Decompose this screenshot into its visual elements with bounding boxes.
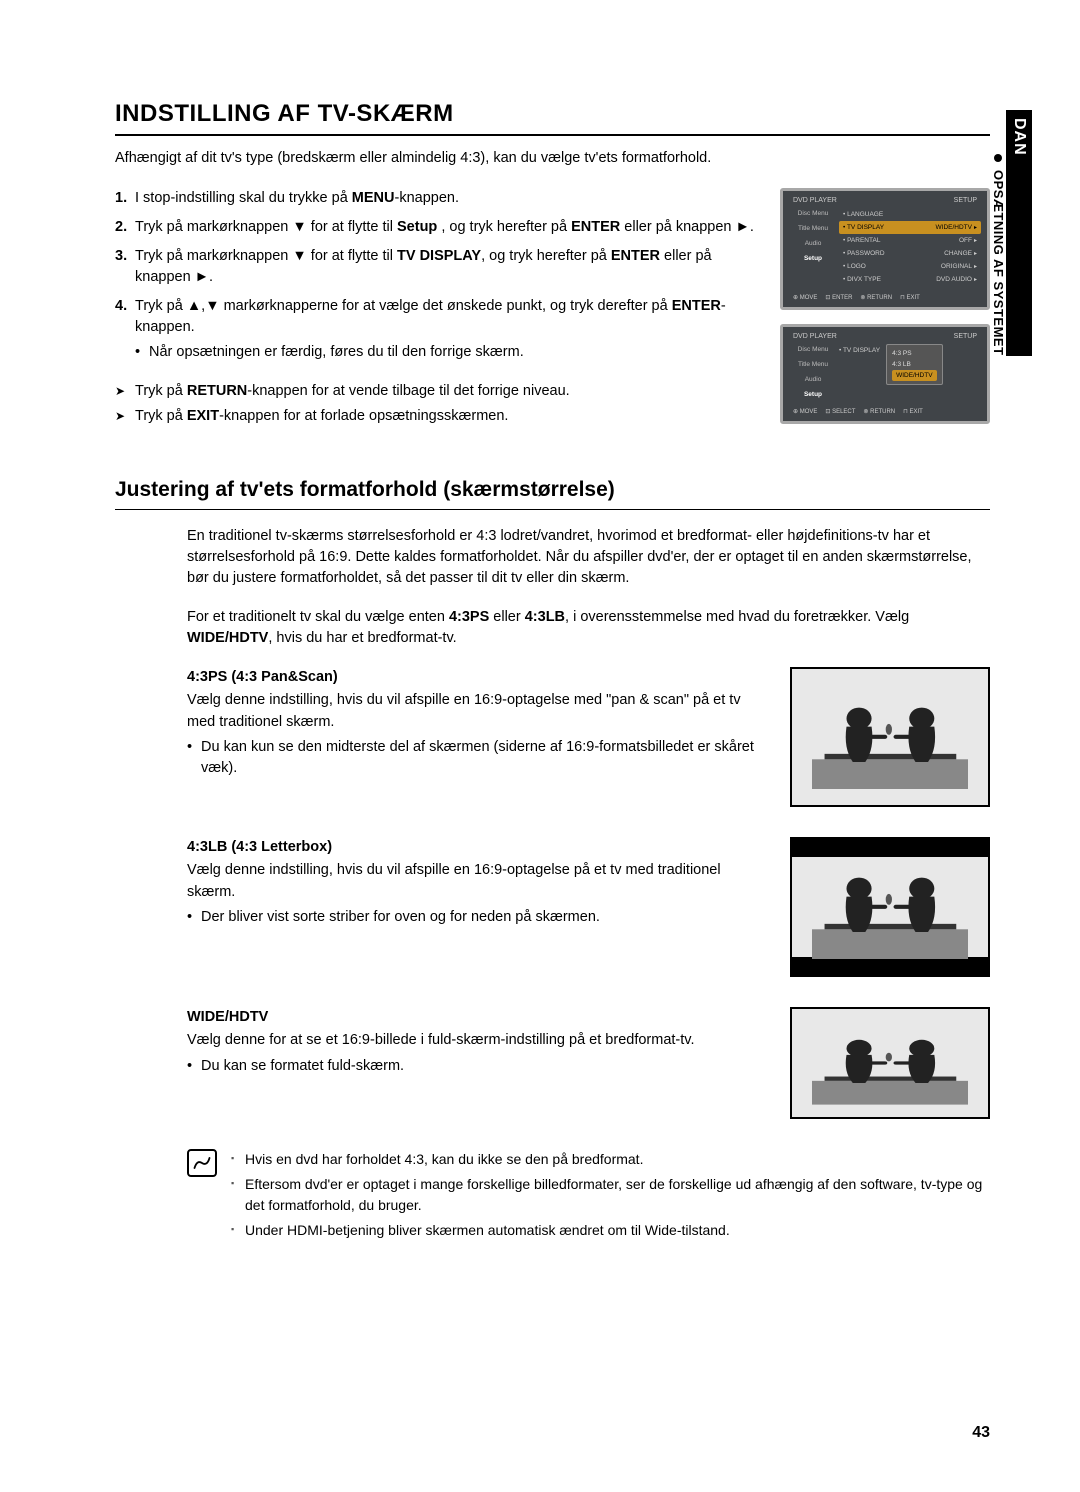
note-item: Eftersom dvd'er er optaget i mange forsk…: [231, 1174, 990, 1216]
return-exit-note: Tryk på EXIT-knappen for at forlade opsæ…: [115, 406, 760, 427]
paragraph-aspect-choose: For et traditionelt tv skal du vælge ent…: [187, 607, 990, 649]
note-item: Hvis en dvd har forholdet 4:3, kan du ik…: [231, 1149, 990, 1170]
format-title-wide: WIDE/HDTV: [187, 1007, 760, 1028]
osd-screenshot-tv-display-submenu: DVD PLAYERSETUPDisc MenuTitle MenuAudioS…: [780, 324, 990, 424]
page-title: INDSTILLING AF TV-SKÆRM: [115, 100, 990, 136]
section-label: OPSÆTNING AF SYSTEMET: [991, 150, 1006, 356]
notes-block: Hvis en dvd har forholdet 4:3, kan du ik…: [187, 1149, 990, 1245]
instruction-step: 1.I stop-indstilling skal du trykke på M…: [135, 188, 760, 209]
page-number: 43: [972, 1424, 990, 1442]
format-desc-43lb: Vælg denne indstilling, hvis du vil afsp…: [187, 860, 760, 902]
return-exit-note: Tryk på RETURN-knappen for at vende tilb…: [115, 381, 760, 402]
osd-screenshot-setup-menu: DVD PLAYERSETUPDisc MenuTitle MenuAudioS…: [780, 188, 990, 310]
format-desc-wide: Vælg denne for at se et 16:9-billede i f…: [187, 1030, 760, 1051]
format-bullet-43ps: Du kan kun se den midterste del af skærm…: [187, 737, 760, 779]
section-subtitle: Justering af tv'ets formatforhold (skærm…: [115, 477, 990, 510]
format-bullet-43lb: Der bliver vist sorte striber for oven o…: [187, 907, 760, 928]
format-block-wide: WIDE/HDTV Vælg denne for at se et 16:9-b…: [187, 1007, 990, 1119]
instructions-row: 1.I stop-indstilling skal du trykke på M…: [115, 188, 990, 431]
instruction-step: 3.Tryk på markørknappen ▼ for at flytte …: [135, 246, 760, 288]
side-language-tab: DAN OPSÆTNING AF SYSTEMET: [1004, 110, 1032, 356]
format-title-43ps: 4:3PS (4:3 Pan&Scan): [187, 667, 760, 688]
format-block-43ps: 4:3PS (4:3 Pan&Scan) Vælg denne indstill…: [187, 667, 990, 807]
note-icon: [187, 1149, 217, 1177]
instruction-step: 2.Tryk på markørknappen ▼ for at flytte …: [135, 217, 760, 238]
paragraph-aspect-intro: En traditionel tv-skærms størrelsesforho…: [187, 526, 990, 589]
notes-list: Hvis en dvd har forholdet 4:3, kan du ik…: [231, 1149, 990, 1245]
intro-text: Afhængigt af dit tv's type (bredskærm el…: [115, 150, 990, 166]
format-thumbnail-wide: [790, 1007, 990, 1119]
instruction-step: 4.Tryk på ▲,▼ markørknapperne for at væl…: [135, 296, 760, 363]
osd-screenshots-column: DVD PLAYERSETUPDisc MenuTitle MenuAudioS…: [780, 188, 990, 431]
format-title-43lb: 4:3LB (4:3 Letterbox): [187, 837, 760, 858]
steps-column: 1.I stop-indstilling skal du trykke på M…: [115, 188, 760, 431]
format-thumbnail-43lb: [790, 837, 990, 977]
format-thumbnail-43ps: [790, 667, 990, 807]
format-block-43lb: 4:3LB (4:3 Letterbox) Vælg denne indstil…: [187, 837, 990, 977]
format-desc-43ps: Vælg denne indstilling, hvis du vil afsp…: [187, 690, 760, 732]
note-item: Under HDMI-betjening bliver skærmen auto…: [231, 1220, 990, 1241]
format-bullet-wide: Du kan se formatet fuld-skærm.: [187, 1056, 760, 1077]
language-label: DAN: [1006, 110, 1032, 356]
